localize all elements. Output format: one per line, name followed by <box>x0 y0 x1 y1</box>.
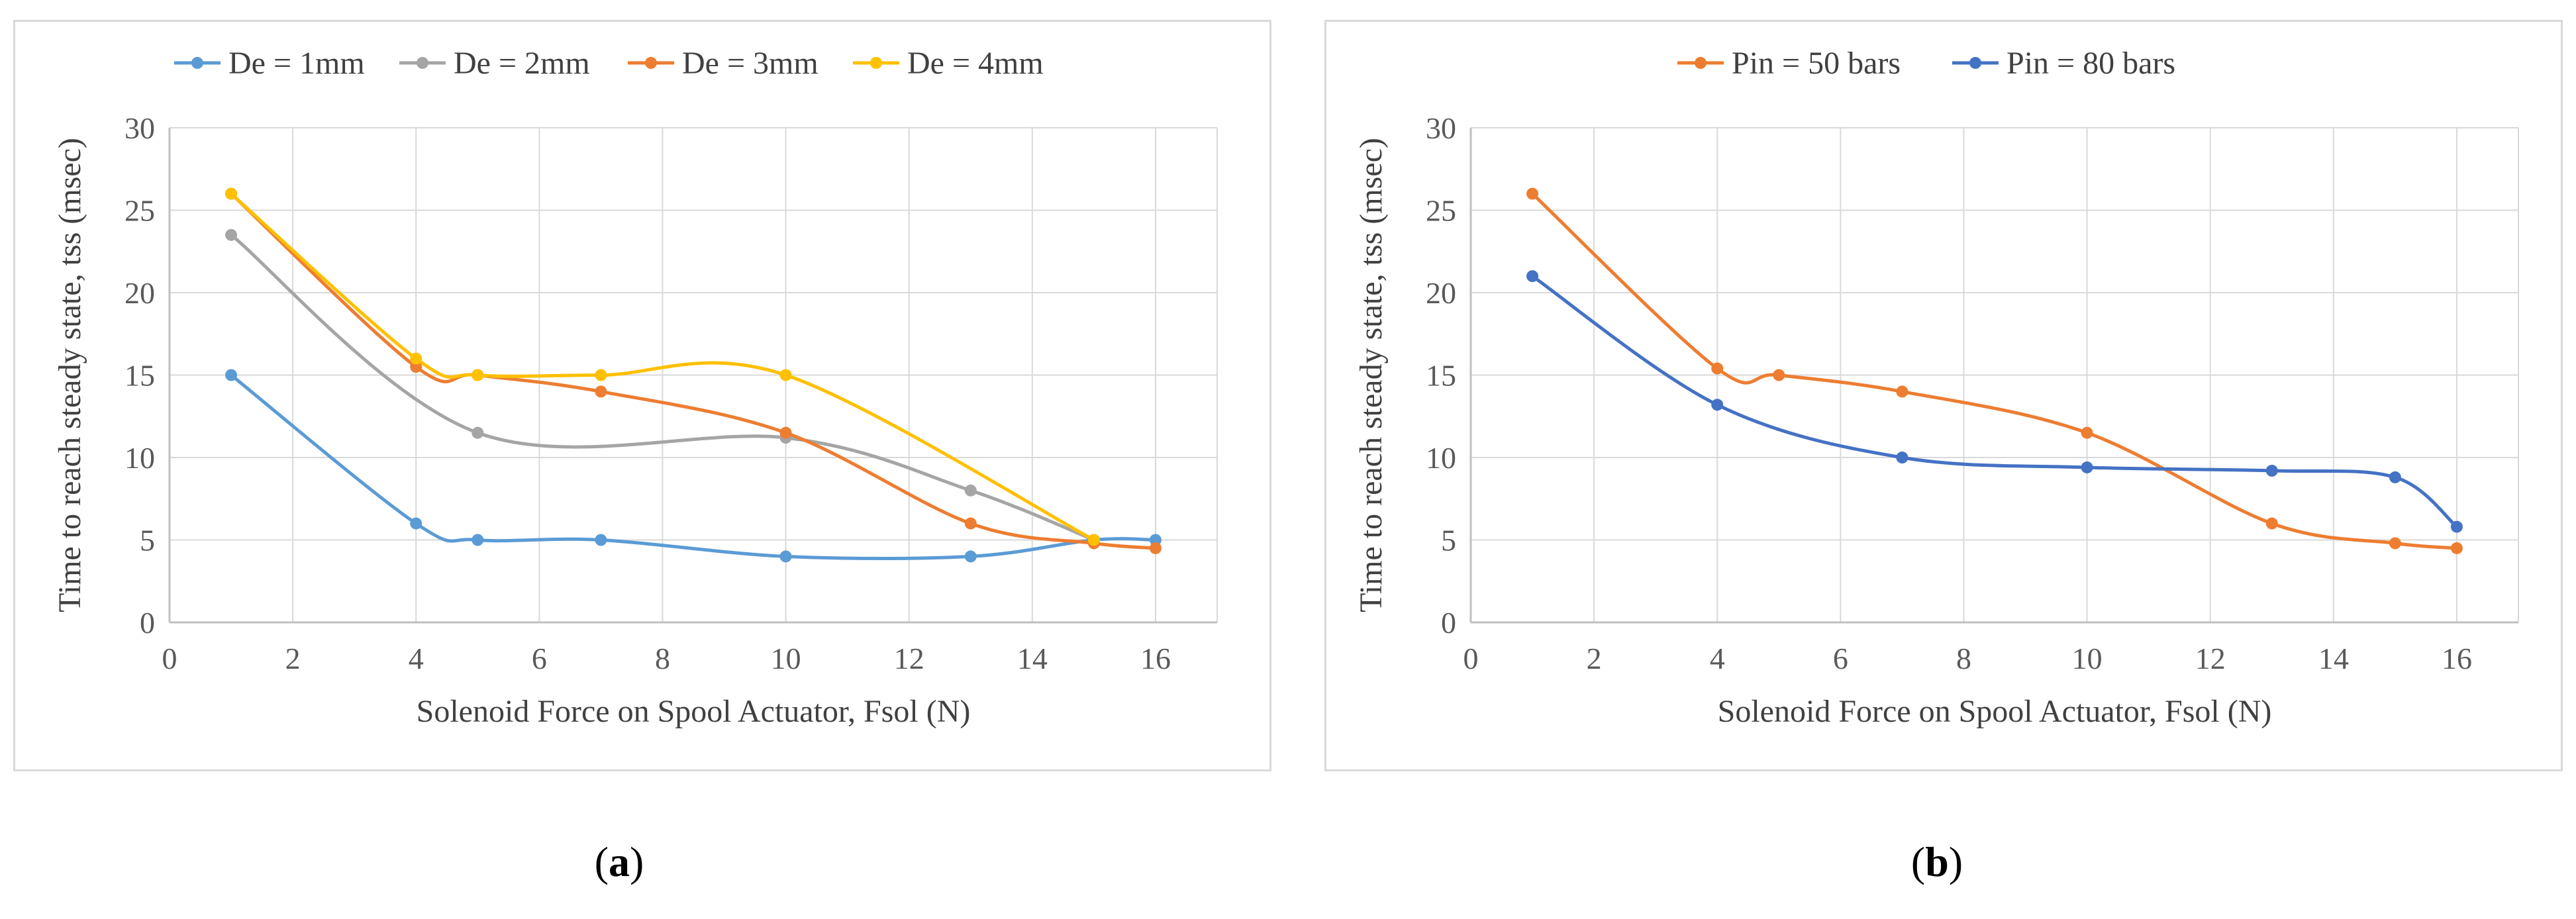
data-point <box>595 385 607 398</box>
data-point <box>2265 464 2278 477</box>
data-point <box>2450 520 2463 533</box>
chart-a: 0 5 10 15 20 25 30 0 2 4 6 8 10 12 14 16 Solenoid Force … <box>52 46 1218 729</box>
legend-marker <box>191 57 203 69</box>
legend-marker <box>1695 57 1707 69</box>
x-tick-label: 14 <box>2318 642 2349 675</box>
x-tick-label: 2 <box>1587 642 1602 675</box>
x-tick-label: 4 <box>1710 642 1725 675</box>
series-line-1 <box>230 373 1156 561</box>
y-tick-label: 5 <box>140 524 155 557</box>
data-point <box>1526 187 1539 200</box>
series-line-1 <box>1531 192 2457 550</box>
data-point <box>1711 362 1724 375</box>
x-tick-label: 14 <box>1017 642 1048 675</box>
data-point <box>410 352 422 365</box>
y-axis-title: Time to reach steady state, tss (msec) <box>52 138 87 612</box>
data-point <box>779 426 792 439</box>
caption-a: (a) <box>594 838 644 885</box>
series-line-2 <box>230 233 1095 542</box>
legend-label: Pin = 80 bars <box>2006 46 2175 81</box>
data-point <box>1896 452 1908 463</box>
legend-label: De = 1mm <box>228 46 365 81</box>
data-point <box>410 517 422 530</box>
series-line-3 <box>230 192 1156 550</box>
chart-panel-a: 0 5 10 15 20 25 30 0 2 4 6 8 10 12 14 16 Solenoid Force … <box>13 20 1271 771</box>
data-point <box>2081 461 2093 473</box>
y-tick-label: 0 <box>1441 606 1456 640</box>
data-point <box>779 369 792 381</box>
data-point <box>964 484 977 497</box>
x-tick-label: 10 <box>771 642 801 675</box>
data-point <box>1149 542 1162 554</box>
y-tick-label: 20 <box>1426 276 1456 310</box>
data-point <box>1526 270 1539 283</box>
data-point <box>1087 534 1100 546</box>
y-tick-label: 10 <box>1426 441 1456 475</box>
x-tick-label: 0 <box>162 642 177 675</box>
x-tick-label: 12 <box>894 642 924 675</box>
data-point <box>1896 385 1908 398</box>
x-axis-title: Solenoid Force on Spool Actuator, Fsol (… <box>417 694 971 729</box>
legend-label: De = 4mm <box>907 46 1044 81</box>
y-tick-label: 10 <box>124 441 155 475</box>
x-axis-title: Solenoid Force on Spool Actuator, Fsol (… <box>1718 694 2272 729</box>
data-point <box>595 369 607 381</box>
x-tick-label: 2 <box>285 642 301 675</box>
x-tick-label: 0 <box>1463 642 1479 675</box>
data-point <box>471 426 484 439</box>
x-tick-label: 6 <box>1833 642 1848 675</box>
data-point <box>595 534 607 546</box>
legend-marker <box>870 57 882 69</box>
data-point <box>2389 537 2401 550</box>
data-point <box>1711 399 1724 411</box>
y-tick-label: 15 <box>124 359 155 393</box>
data-point <box>471 369 484 381</box>
y-tick-label: 20 <box>124 276 155 310</box>
x-tick-label: 12 <box>2195 642 2226 675</box>
data-point <box>964 517 977 530</box>
x-tick-label: 10 <box>2072 642 2103 675</box>
series-line-4 <box>230 192 1095 542</box>
y-tick-label: 30 <box>1426 111 1456 145</box>
y-tick-label: 25 <box>124 194 155 228</box>
series-line-2 <box>1531 275 2458 528</box>
legend-label: Pin = 50 bars <box>1732 46 1901 81</box>
legend-label: De = 3mm <box>682 46 818 81</box>
y-tick-label: 5 <box>1441 524 1456 557</box>
data-point <box>2389 471 2401 483</box>
data-point <box>225 187 238 200</box>
x-tick-label: 8 <box>1956 642 1971 675</box>
data-point <box>471 534 484 546</box>
data-point <box>1773 369 1785 381</box>
data-point <box>2265 517 2278 530</box>
legend-label: De = 2mm <box>454 46 590 81</box>
data-point <box>2081 426 2093 439</box>
y-tick-label: 25 <box>1426 194 1456 228</box>
y-tick-label: 30 <box>124 111 155 145</box>
caption-b: (b) <box>1910 838 1963 885</box>
x-tick-label: 6 <box>532 642 547 675</box>
chart-b: 0 5 10 15 20 25 30 0 2 4 6 8 10 12 14 16 Solenoid Force … <box>1354 46 2519 729</box>
data-point <box>1149 534 1162 546</box>
data-point <box>2450 542 2463 554</box>
y-tick-label: 15 <box>1426 359 1456 393</box>
data-point <box>779 550 792 563</box>
legend-marker <box>645 57 657 69</box>
data-point <box>964 550 977 563</box>
legend-marker <box>417 57 428 69</box>
x-tick-label: 16 <box>1140 642 1171 675</box>
chart-panel-b: 0 5 10 15 20 25 30 0 2 4 6 8 10 12 14 16 Solenoid Force … <box>1324 20 2563 771</box>
x-tick-label: 8 <box>655 642 670 675</box>
y-axis-title: Time to reach steady state, tss (msec) <box>1354 138 1389 612</box>
legend-marker <box>1969 57 1981 69</box>
data-point <box>410 361 422 373</box>
x-tick-label: 16 <box>2442 642 2472 675</box>
data-point <box>225 228 238 241</box>
y-tick-label: 0 <box>140 606 155 640</box>
x-tick-label: 4 <box>409 642 424 675</box>
data-point <box>225 369 238 381</box>
